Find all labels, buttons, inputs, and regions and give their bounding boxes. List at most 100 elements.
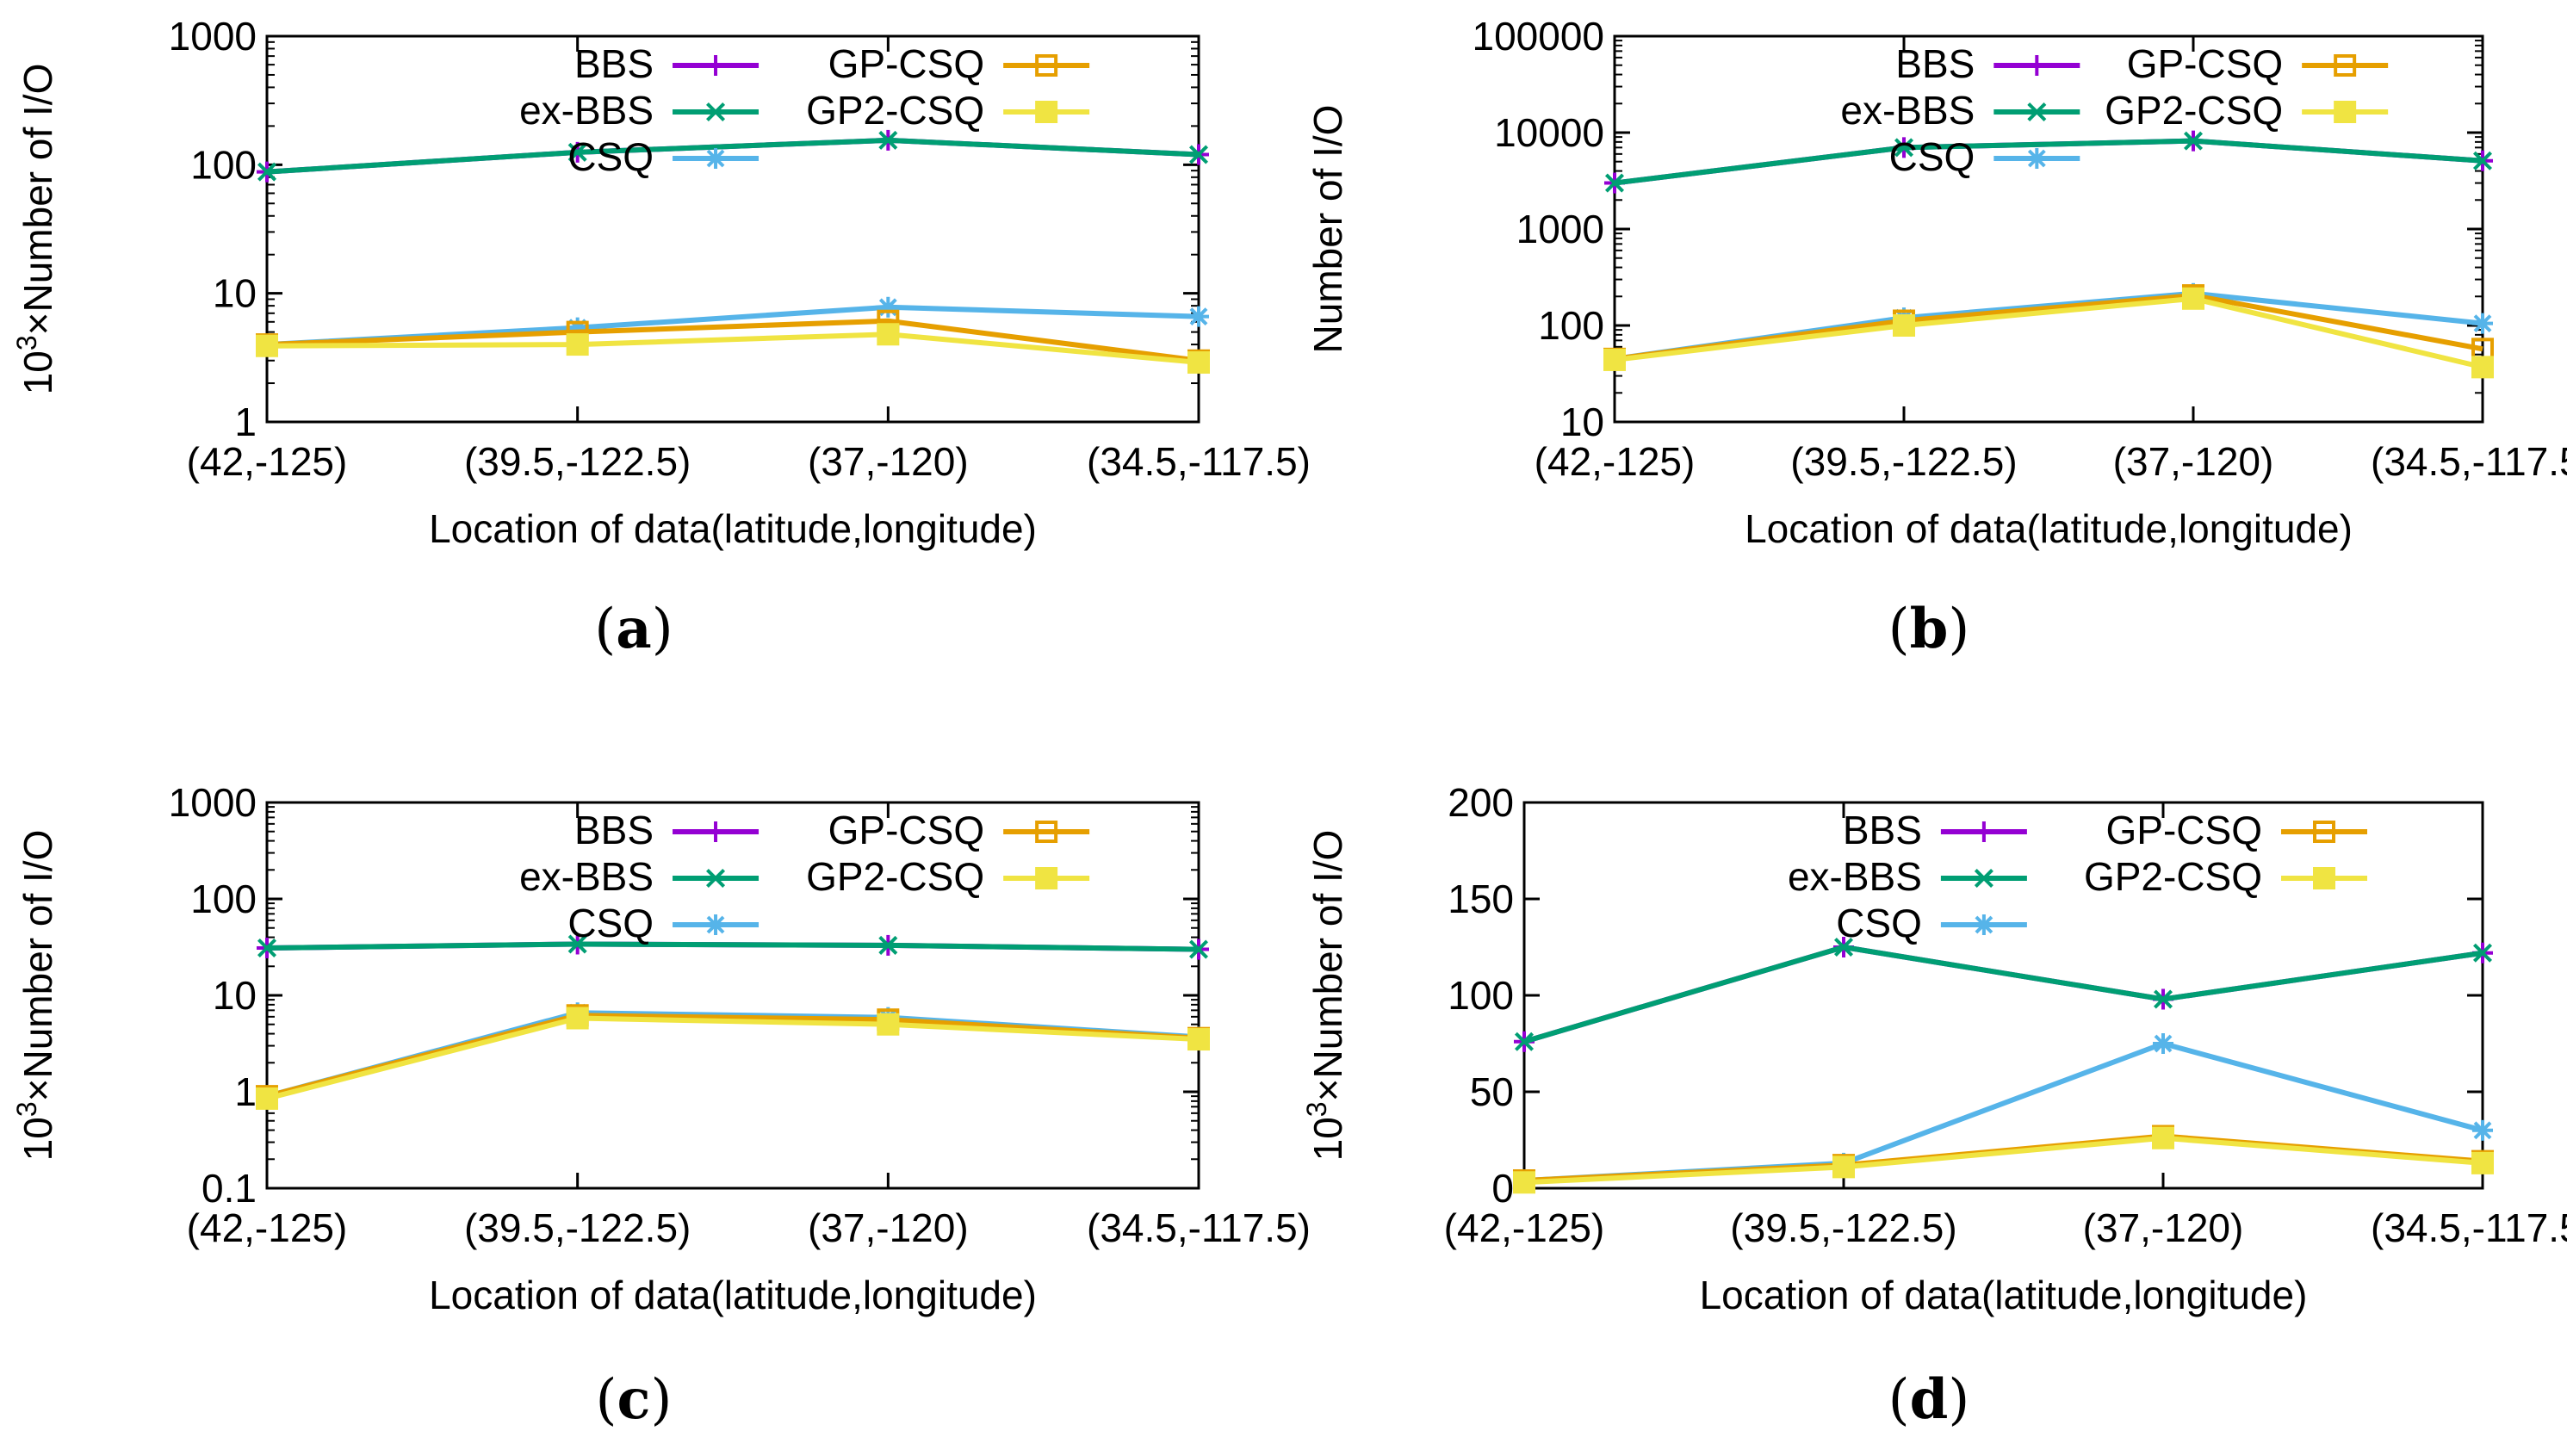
point-gp2-csq-2: [566, 1007, 589, 1030]
legend-label-csq: CSQ: [1836, 901, 1922, 945]
caption-open-paren: (: [1888, 598, 1910, 661]
y-axis-label-exponent: 3: [11, 1101, 42, 1117]
legend-marker-csq: [705, 148, 727, 169]
x-tick-label-2: (39.5,-122.5): [1790, 439, 2017, 484]
legend-marker-gp-csq: [2313, 821, 2336, 843]
x-tick-label-2: (39.5,-122.5): [464, 439, 691, 484]
legend-label-csq: CSQ: [567, 901, 654, 945]
series-ex-bbs: [1604, 131, 2493, 193]
point-gp2-csq-3: [877, 323, 900, 346]
caption-letter: a: [616, 597, 651, 661]
point-ex-bbs-2: [567, 934, 587, 954]
panel-caption-a: (a): [594, 597, 673, 661]
x-tick-label-2: (39.5,-122.5): [464, 1205, 691, 1250]
caption-letter: d: [1910, 1367, 1949, 1432]
series-line-ex-bbs: [1614, 138, 2483, 186]
panel-d: 0 50 100 150 200 (42,-125) (39.5,-122.5) (37,-1…: [1301, 780, 2567, 1432]
point-ex-bbs-3: [878, 935, 898, 955]
legend-label-gp-csq: GP-CSQ: [2127, 41, 2283, 86]
legend-marker-bbs: [2026, 55, 2048, 76]
x-tick-label-1: (42,-125): [1444, 1205, 1605, 1250]
panel-caption-c: (c): [596, 1367, 673, 1432]
legend-label-gp2-csq: GP2-CSQ: [806, 88, 984, 133]
series-line-gp-csq: [266, 1013, 1200, 1100]
legend-label-gp-csq: GP-CSQ: [2106, 808, 2262, 852]
legend-entry-csq: CSQ: [1836, 901, 2027, 945]
legend-marker-gp2-csq: [1035, 101, 1058, 123]
caption-open-paren: (: [596, 1368, 617, 1432]
legend-entry-gp2-csq: GP2-CSQ: [2105, 88, 2389, 133]
point-csq-4: [2472, 1119, 2493, 1141]
point-gp2-csq-3: [877, 1013, 900, 1036]
caption-close-paren: ): [1948, 598, 1969, 661]
point-csq-4: [1188, 306, 1209, 327]
y-axis-label: Number of I/O: [1305, 105, 1350, 354]
series-ex-bbs: [257, 130, 1209, 182]
point-ex-bbs-4: [1188, 145, 1209, 164]
series-line-gp2-csq: [1523, 1135, 2483, 1186]
legend-entry-gp-csq: GP-CSQ: [828, 808, 1090, 852]
legend-label-gp2-csq: GP2-CSQ: [806, 854, 984, 899]
x-tick-label-1: (42,-125): [187, 439, 348, 484]
legend-entry-gp-csq: GP-CSQ: [828, 41, 1090, 86]
point-ex-bbs-4: [1188, 939, 1209, 959]
point-gp2-csq-1: [256, 1087, 278, 1110]
legend-marker-gp-csq: [1035, 54, 1058, 77]
point-gp2-csq-4: [1187, 1028, 1210, 1051]
legend-marker-ex-bbs: [706, 102, 726, 122]
series-line-csq: [1523, 1041, 2483, 1184]
panel-caption-b: (b): [1888, 597, 1970, 661]
y-axis-label-text: ×Number of I/O: [16, 830, 60, 1102]
legend-entry-gp2-csq: GP2-CSQ: [2084, 854, 2368, 899]
y-axis-label-text: ×Number of I/O: [16, 64, 60, 336]
legend-marker-gp-csq: [1035, 821, 1058, 843]
legend-entry-bbs: BBS: [574, 808, 760, 852]
point-ex-bbs-1: [257, 938, 277, 957]
series-bbs: [1604, 130, 2493, 194]
y-tick-label-10000: 10000: [1494, 110, 1604, 155]
y-axis-label-base: 10: [1305, 1117, 1350, 1161]
y-tick-label-10: 10: [1560, 400, 1604, 444]
legend-marker-bbs: [1973, 821, 1994, 842]
legend-label-gp2-csq: GP2-CSQ: [2105, 88, 2283, 133]
y-tick-label-100: 100: [1448, 973, 1514, 1018]
legend-label-bbs: BBS: [574, 808, 654, 852]
caption-open-paren: (: [1888, 1368, 1910, 1432]
x-tick-label-2: (39.5,-122.5): [1730, 1205, 1956, 1250]
series-gp2-csq: [256, 1007, 1210, 1110]
legend-label-bbs: BBS: [1843, 808, 1922, 852]
y-axis-label-exponent: 3: [11, 335, 42, 350]
legend-marker-ex-bbs: [1974, 868, 1993, 889]
caption-letter: c: [617, 1367, 651, 1432]
point-csq-4: [2472, 313, 2493, 334]
legend-marker-csq: [1973, 914, 1994, 935]
x-tick-label-1: (42,-125): [1535, 439, 1696, 484]
series-line-gp2-csq: [266, 1015, 1200, 1101]
x-axis-label: Location of data(latitude,longitude): [429, 1273, 1037, 1317]
series-line-gp-csq: [1614, 293, 2483, 362]
point-gp2-csq-3: [2182, 287, 2204, 310]
legend-label-ex-bbs: ex-BBS: [519, 88, 654, 133]
y-tick-label-50: 50: [1470, 1069, 1514, 1114]
point-gp2-csq-4: [2471, 1151, 2494, 1174]
legend-label-gp2-csq: GP2-CSQ: [2084, 854, 2262, 899]
y-axis-label-text: ×Number of I/O: [1305, 830, 1350, 1102]
y-tick-label-200: 200: [1448, 780, 1514, 825]
y-axis-label-exponent: 3: [1301, 1101, 1332, 1117]
y-axis-label-base: 10: [16, 350, 60, 394]
point-ex-bbs-1: [1604, 173, 1625, 193]
panel-a: 1 10 100 1000 (42,-125) (39.5,-122.5) (37,-120…: [11, 14, 1311, 661]
point-gp2-csq-1: [1603, 348, 1626, 371]
y-tick-label-1000: 1000: [1516, 207, 1604, 251]
legend-marker-bbs: [705, 55, 727, 76]
caption-close-paren: ): [652, 598, 673, 661]
legend-marker-csq: [2026, 148, 2048, 169]
point-ex-bbs-3: [2153, 989, 2173, 1009]
point-ex-bbs-2: [1894, 138, 1914, 158]
series-ex-bbs: [257, 934, 1209, 959]
point-gp2-csq-3: [2152, 1126, 2174, 1149]
legend-entry-gp-csq: GP-CSQ: [2127, 41, 2389, 86]
legend-label-csq: CSQ: [567, 134, 654, 179]
point-ex-bbs-2: [567, 142, 587, 162]
